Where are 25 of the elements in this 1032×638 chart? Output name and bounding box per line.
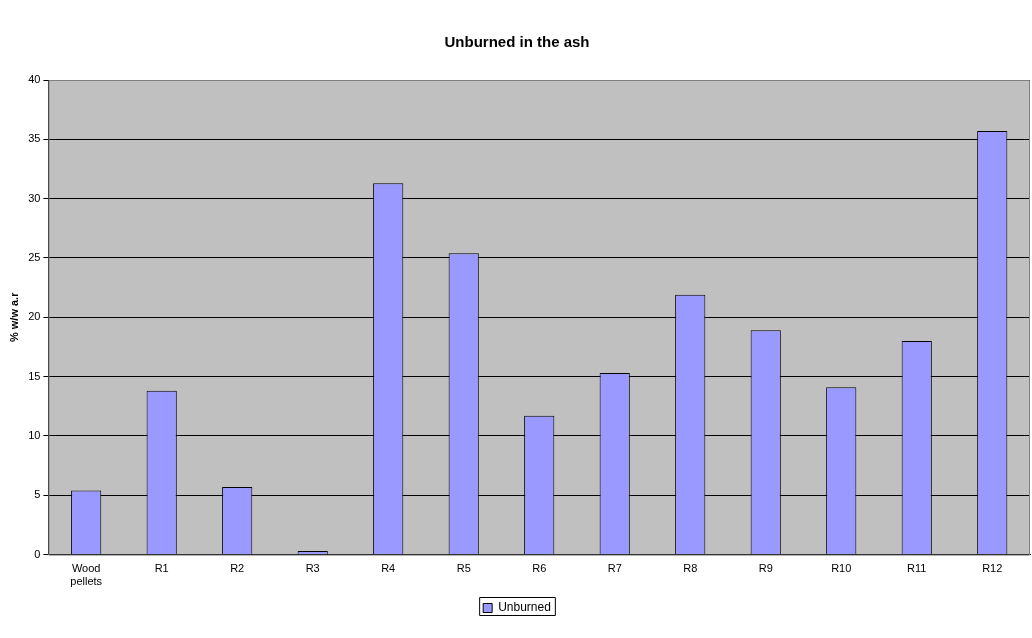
- x-tick-label: R1: [154, 562, 169, 575]
- y-axis-title: % w/w a.r: [7, 291, 20, 343]
- x-tick-label: R9: [758, 562, 773, 575]
- x-tick-label: R2: [230, 562, 245, 575]
- y-tick-label: 15: [28, 369, 41, 382]
- y-tick-label: 40: [28, 73, 41, 86]
- x-tick-label: R5: [456, 562, 471, 575]
- x-tick-label: R11: [907, 562, 927, 575]
- x-tick-label: R4: [381, 562, 396, 575]
- y-tick-label: 0: [34, 547, 41, 560]
- x-tick-label: R8: [683, 562, 698, 575]
- y-tick-label: 20: [28, 310, 41, 323]
- y-tick-label: 30: [28, 191, 41, 204]
- y-tick-label: 10: [28, 428, 41, 441]
- y-tick-label: 35: [28, 132, 41, 145]
- x-tick-label: R6: [532, 562, 547, 575]
- y-tick-label: 5: [34, 488, 41, 501]
- x-tick-label: Wood pellets: [70, 562, 103, 588]
- chart-title: Unburned in the ash: [444, 33, 590, 51]
- y-tick-label: 25: [28, 251, 41, 264]
- x-tick-label: R3: [305, 562, 320, 575]
- x-tick-label: R12: [982, 562, 1003, 575]
- legend-label: Unburned: [498, 600, 551, 615]
- x-tick-label: R10: [831, 562, 852, 575]
- x-tick-label: R7: [607, 562, 622, 575]
